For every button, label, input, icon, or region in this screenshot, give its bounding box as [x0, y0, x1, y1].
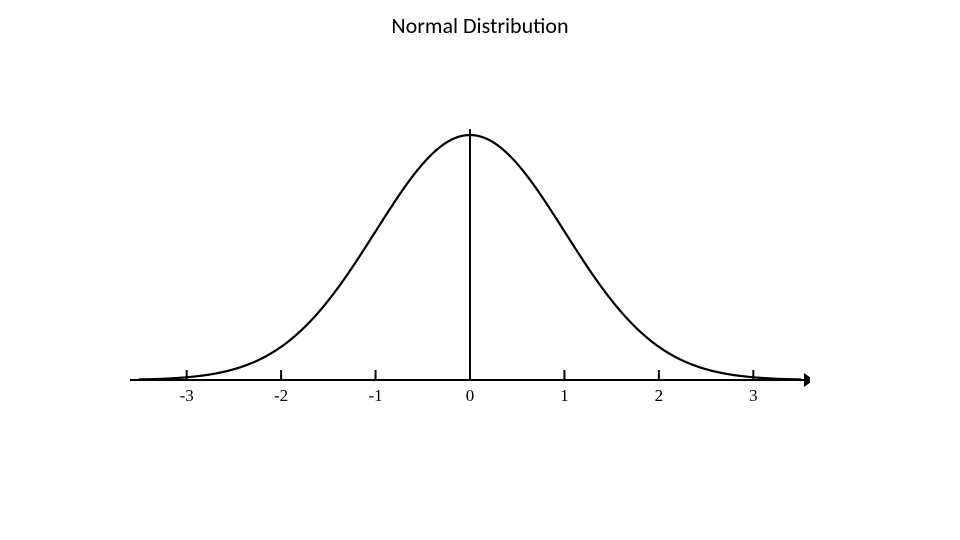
normal-distribution-chart: -3-2-10123	[130, 120, 810, 400]
chart-svg	[130, 120, 810, 400]
x-tick-label: 3	[749, 386, 758, 406]
x-tick-label: 1	[560, 386, 569, 406]
chart-title: Normal Distribution	[0, 12, 960, 39]
x-tick-label: 2	[655, 386, 664, 406]
x-tick-label: -1	[368, 386, 382, 406]
x-tick-label: 0	[466, 386, 475, 406]
x-tick-label: -3	[180, 386, 194, 406]
x-tick-label: -2	[274, 386, 288, 406]
page: Normal Distribution -3-2-10123	[0, 0, 960, 540]
